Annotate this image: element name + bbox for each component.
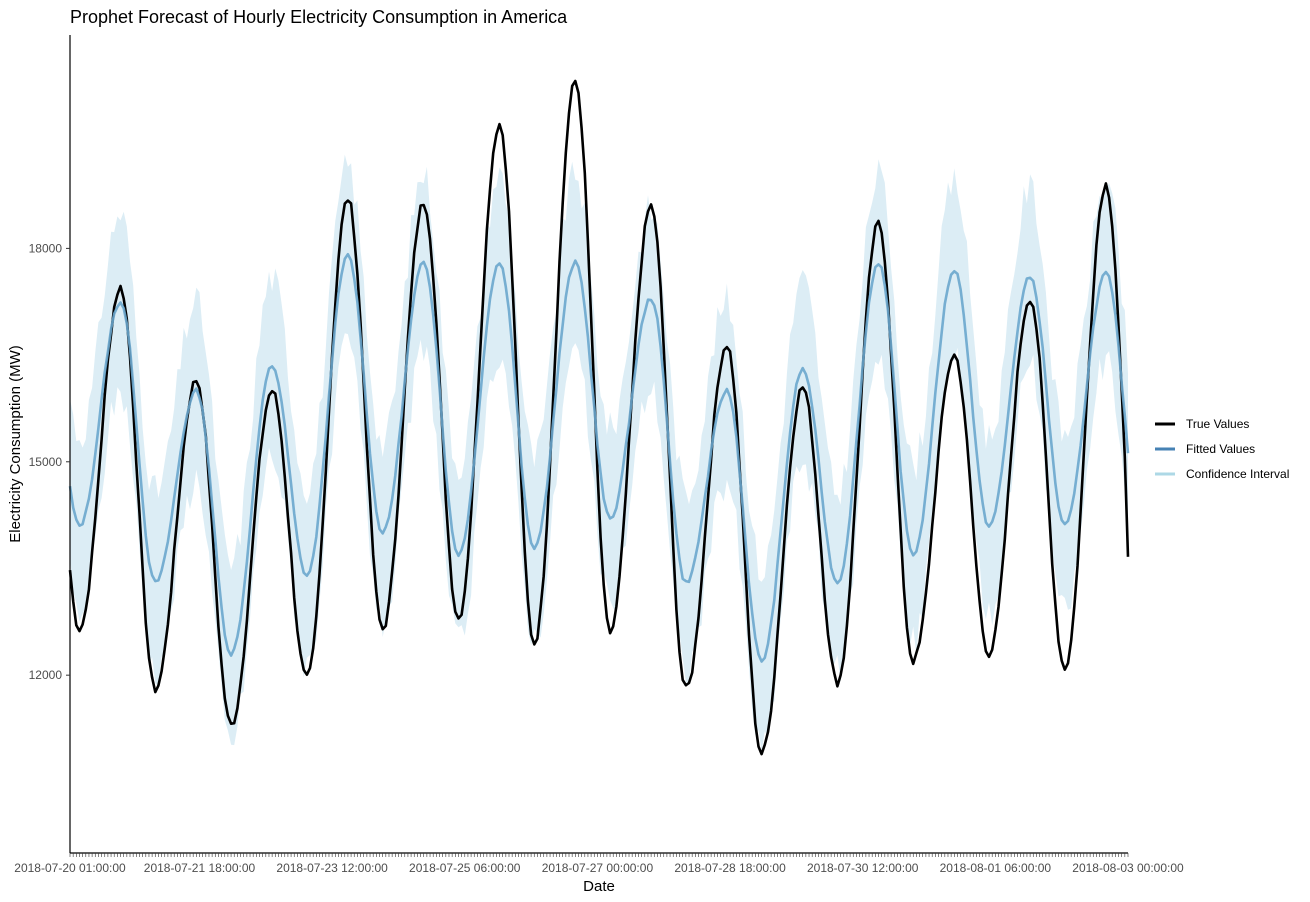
x-axis-title: Date	[583, 878, 615, 895]
y-axis-ticks: 12000 15000 18000	[29, 241, 70, 682]
fitted-values-line	[68, 252, 1130, 663]
x-tick-label: 2018-07-23 12:00:00	[276, 861, 388, 875]
x-tick-label: 2018-07-21 18:00:00	[144, 861, 256, 875]
x-tick-label: 2018-08-01 06:00:00	[940, 861, 1052, 875]
y-tick-label: 18000	[29, 241, 63, 255]
x-tick-label: 2018-07-20 01:00:00	[14, 861, 126, 875]
y-tick-label: 12000	[29, 668, 63, 682]
legend-label: Fitted Values	[1186, 442, 1255, 456]
y-axis-title: Electricity Consumption (MW)	[7, 345, 24, 543]
x-tick-label: 2018-08-03 00:00:00	[1072, 861, 1184, 875]
chart-title: Prophet Forecast of Hourly Electricity C…	[70, 7, 568, 27]
x-tick-label: 2018-07-25 06:00:00	[409, 861, 521, 875]
true-values-line	[68, 79, 1130, 756]
x-tick-label: 2018-07-30 12:00:00	[807, 861, 919, 875]
y-tick-label: 15000	[29, 455, 63, 469]
x-tick-label: 2018-07-28 18:00:00	[674, 861, 786, 875]
legend-label: Confidence Interval	[1186, 467, 1289, 481]
x-axis-ticks: 2018-07-20 01:00:00 2018-07-21 18:00:00 20…	[14, 853, 1184, 875]
legend-label: True Values	[1186, 417, 1249, 431]
legend: True Values Fitted Values Confidence Inter…	[1155, 417, 1289, 481]
plot-area	[68, 79, 1130, 756]
x-tick-label: 2018-07-27 00:00:00	[542, 861, 654, 875]
